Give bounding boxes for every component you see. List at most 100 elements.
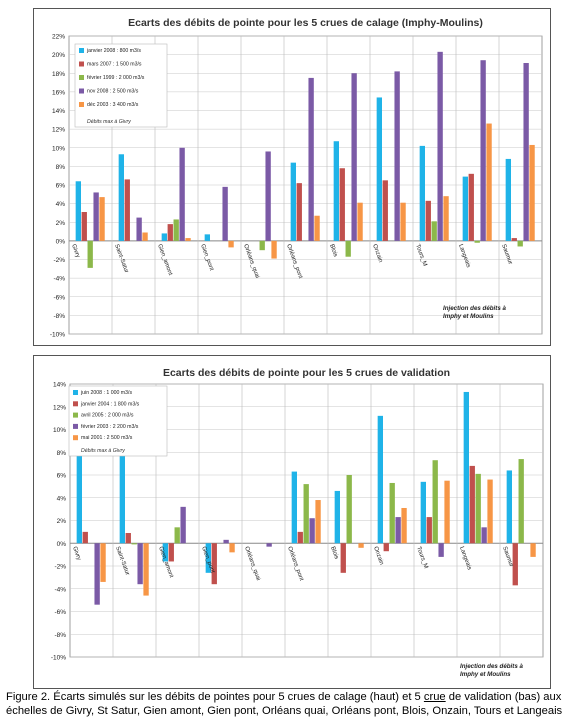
bar <box>131 543 137 545</box>
bar <box>266 543 272 547</box>
bar <box>377 415 383 544</box>
y-tick-label: -4% <box>53 276 65 283</box>
bar <box>94 543 100 605</box>
legend-swatch <box>73 390 78 395</box>
bar <box>358 543 364 548</box>
bar <box>228 240 234 248</box>
legend-box <box>68 385 168 457</box>
bar <box>420 481 426 544</box>
bar <box>400 202 406 241</box>
bar <box>75 181 81 241</box>
legend-swatch <box>79 48 84 53</box>
bar <box>143 543 149 596</box>
legend-entry: février 1999 : 2 000 m3/s <box>87 75 145 81</box>
chart-title: Ecarts des débits de pointe pour les 5 c… <box>128 17 483 29</box>
y-tick-label: 2% <box>57 518 67 525</box>
chart-title: Ecarts des débits de pointe pour les 5 c… <box>163 367 450 379</box>
bar <box>271 240 277 259</box>
bar <box>346 475 352 544</box>
bar <box>167 224 173 241</box>
bar <box>185 238 191 241</box>
x-category-label: Saint-Satur <box>113 244 129 274</box>
caption-text-end: de validation (bas) aux échelles de Givr… <box>6 691 563 717</box>
bar <box>529 144 535 241</box>
bar <box>290 162 296 241</box>
x-category-label: Blois <box>328 244 338 258</box>
bar <box>340 543 346 573</box>
bar <box>394 71 400 241</box>
bar <box>401 507 407 544</box>
bar <box>389 482 395 544</box>
bar <box>431 221 437 241</box>
bar <box>334 490 340 544</box>
legend-swatch <box>79 102 84 107</box>
bar <box>462 176 468 241</box>
bar <box>81 212 87 241</box>
y-tick-label: 6% <box>56 183 66 190</box>
annotation-line: Imphy et Moulins <box>460 671 511 678</box>
bar <box>345 240 351 257</box>
y-tick-label: -4% <box>54 586 66 593</box>
y-tick-label: -10% <box>50 332 65 339</box>
bar <box>463 391 469 544</box>
bar <box>136 217 142 241</box>
y-tick-label: -8% <box>54 632 66 639</box>
caption-link[interactable]: crue <box>423 691 446 703</box>
bar <box>487 479 493 544</box>
bar <box>76 447 82 544</box>
bar <box>291 471 297 544</box>
x-category-label: Orléans_quai <box>242 244 260 280</box>
y-tick-label: 10% <box>53 427 66 434</box>
bar <box>517 240 523 247</box>
bar <box>426 517 432 544</box>
validation-chart: Ecarts des débits de pointe pour les 5 c… <box>33 355 551 689</box>
legend-entry: déc 2003 : 3 400 m3/s <box>87 102 139 108</box>
legend-entry: nov 2008 : 2 500 m3/s <box>87 89 139 95</box>
legend: janvier 2008 : 800 m3/s mars 2007 : 1 500… <box>74 43 168 128</box>
x-category-label: Givry <box>71 546 81 561</box>
bar <box>119 454 125 544</box>
legend-swatch <box>73 401 78 407</box>
bar <box>179 147 185 241</box>
y-tick-label: 6% <box>57 473 67 480</box>
bar <box>432 460 438 544</box>
legend-entry: mars 2007 : 1 500 m3/s <box>87 62 142 68</box>
x-category-label: Orléans_pont <box>285 244 303 280</box>
x-category-label: Onzain <box>371 244 383 264</box>
x-category-label: Saumur <box>500 244 513 266</box>
x-category-label: Orléans_pont <box>286 546 304 582</box>
bar <box>505 158 511 241</box>
figure-caption: Figure 2. Écarts simulés sur les débits … <box>6 690 580 718</box>
x-category-label: Orléans_quai <box>243 546 261 582</box>
bar <box>376 97 382 241</box>
y-tick-label: 12% <box>53 404 66 411</box>
x-category-label: Langeais <box>457 244 471 269</box>
bar <box>443 196 449 241</box>
bar <box>419 145 425 241</box>
bar <box>174 527 180 544</box>
bar <box>314 215 320 241</box>
bar <box>469 465 475 544</box>
x-category-label: Gien_pont <box>199 244 214 272</box>
bar <box>303 484 309 544</box>
bar <box>205 543 211 573</box>
annotation-line: Injection des débits à <box>443 305 506 312</box>
validation-chart-plot: Ecarts des débits de pointe pour les 5 c… <box>51 367 544 678</box>
bar <box>518 459 524 544</box>
bar <box>357 202 363 241</box>
bar <box>168 543 174 562</box>
y-tick-label: 0% <box>57 541 67 548</box>
legend-swatch <box>79 61 84 67</box>
bar <box>223 539 229 544</box>
calibration-chart: Ecarts des débits de pointe pour les 5 c… <box>33 8 551 346</box>
y-tick-label: 14% <box>52 108 65 115</box>
bar <box>475 473 481 544</box>
bar <box>511 238 517 241</box>
x-category-label: Langeais <box>458 546 472 571</box>
legend-swatch <box>79 88 84 94</box>
bar <box>382 180 388 241</box>
bar <box>142 232 148 241</box>
bar <box>395 517 401 544</box>
bar <box>315 500 321 544</box>
legend: juin 2008 : 1 000 m3/s janvier 2004 : 1 8… <box>68 385 168 457</box>
